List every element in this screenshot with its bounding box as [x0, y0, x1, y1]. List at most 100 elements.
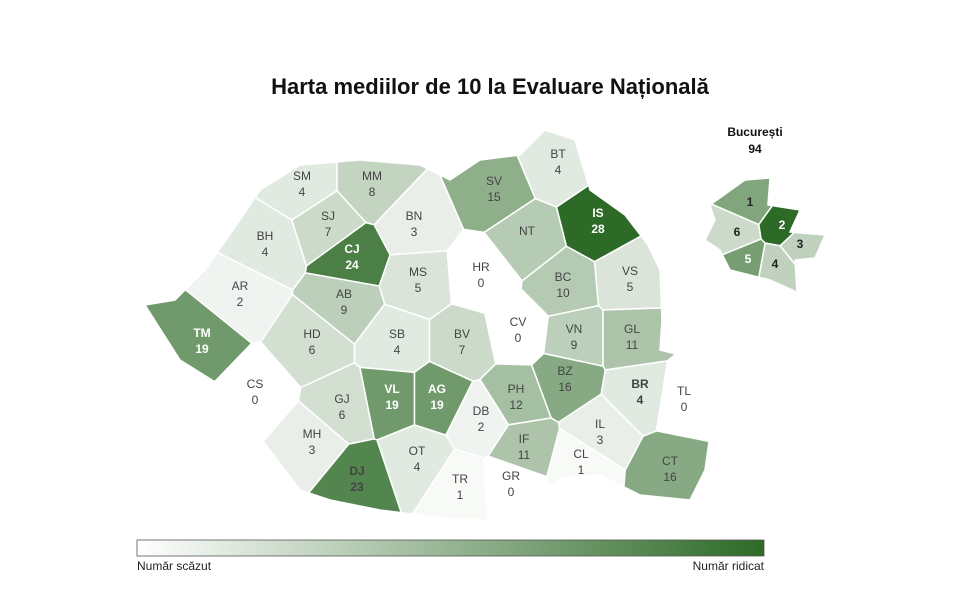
sector-label: 6 [734, 225, 741, 239]
county-code: TR [452, 472, 468, 486]
county-code: BH [257, 229, 274, 243]
county-code: DB [473, 404, 490, 418]
county-value: 2 [478, 420, 485, 434]
county-code: VL [384, 382, 399, 396]
county-code: SB [389, 327, 405, 341]
county-code: VN [566, 322, 583, 336]
county-code: SV [486, 174, 502, 188]
county-value: 7 [459, 343, 466, 357]
county-value: 24 [345, 258, 359, 272]
county-value: 23 [350, 480, 364, 494]
county-value: 9 [341, 303, 348, 317]
county-value: 0 [508, 485, 515, 499]
county [623, 430, 710, 501]
label-layer: SM4MM8BT4SV15IS28SJ7BN3CJ24BH4NTAR2MS5HR… [193, 147, 803, 502]
county-code: AR [232, 279, 249, 293]
bucharest-value: 94 [748, 142, 762, 156]
county-code: GJ [334, 392, 349, 406]
county-code: BT [550, 147, 566, 161]
county-value: 1 [578, 463, 585, 477]
county-value: 15 [487, 190, 501, 204]
county [483, 455, 551, 521]
county-code: SJ [321, 209, 335, 223]
county-code: PH [508, 382, 525, 396]
county-value: 16 [558, 380, 572, 394]
county-value: 0 [681, 400, 688, 414]
county-code: CL [573, 447, 589, 461]
county-value: 8 [369, 185, 376, 199]
county-code: HD [303, 327, 321, 341]
county-code: GR [502, 469, 520, 483]
county-value: 28 [591, 222, 605, 236]
county-value: 0 [478, 276, 485, 290]
sector [704, 203, 762, 256]
county-value: 3 [411, 225, 418, 239]
county-code: NT [519, 224, 536, 238]
county-code: TM [193, 326, 210, 340]
county-code: BR [631, 377, 649, 391]
county-value: 9 [571, 338, 578, 352]
county-value: 19 [430, 398, 444, 412]
county-code: BC [555, 270, 572, 284]
county-value: 4 [637, 393, 644, 407]
county-code: CS [247, 377, 264, 391]
county-value: 4 [262, 245, 269, 259]
county-value: 0 [515, 331, 522, 345]
county [307, 438, 403, 514]
county-code: MH [303, 427, 322, 441]
county-layer [143, 129, 827, 521]
legend-high: Număr ridicat [693, 559, 765, 573]
county-value: 2 [237, 295, 244, 309]
county-code: OT [409, 444, 426, 458]
county-value: 11 [518, 448, 531, 462]
county-value: 4 [555, 163, 562, 177]
county-code: AB [336, 287, 352, 301]
county-code: HR [472, 260, 490, 274]
county-code: AG [428, 382, 446, 396]
county-code: TL [677, 384, 691, 398]
county-value: 7 [325, 225, 332, 239]
legend-low: Număr scăzut [137, 559, 212, 573]
map-title: Harta mediilor de 10 la Evaluare Naționa… [271, 74, 709, 99]
county-value: 0 [252, 393, 259, 407]
county-code: BN [406, 209, 423, 223]
sector-label: 3 [797, 237, 804, 251]
sector-label: 2 [779, 218, 786, 232]
county-code: VS [622, 264, 638, 278]
county-value: 5 [415, 281, 422, 295]
county-value: 4 [414, 460, 421, 474]
county-code: CV [510, 315, 527, 329]
county-value: 12 [509, 398, 523, 412]
county-code: GL [624, 322, 640, 336]
county-code: IF [519, 432, 530, 446]
county-value: 19 [385, 398, 399, 412]
sector-label: 4 [772, 257, 779, 271]
county-code: MS [409, 265, 427, 279]
bucharest-label: București [727, 125, 782, 139]
county-code: IS [592, 206, 603, 220]
county-code: IL [595, 417, 605, 431]
county-value: 19 [195, 342, 209, 356]
county-value: 1 [457, 488, 464, 502]
county-value: 5 [627, 280, 634, 294]
county-code: BZ [557, 364, 572, 378]
county-value: 11 [626, 338, 639, 352]
county-code: BV [454, 327, 470, 341]
county-value: 10 [556, 286, 570, 300]
county [655, 353, 771, 443]
county-value: 4 [394, 343, 401, 357]
county-code: DJ [349, 464, 364, 478]
county-code: MM [362, 169, 382, 183]
county-value: 6 [339, 408, 346, 422]
county-value: 3 [597, 433, 604, 447]
county-value: 3 [309, 443, 316, 457]
county [546, 427, 627, 489]
county-value: 4 [299, 185, 306, 199]
sector-label: 1 [747, 195, 754, 209]
county-code: SM [293, 169, 311, 183]
county-code: CT [662, 454, 679, 468]
legend-gradient [136, 539, 765, 557]
sector-label: 5 [745, 252, 752, 266]
county-value: 6 [309, 343, 316, 357]
